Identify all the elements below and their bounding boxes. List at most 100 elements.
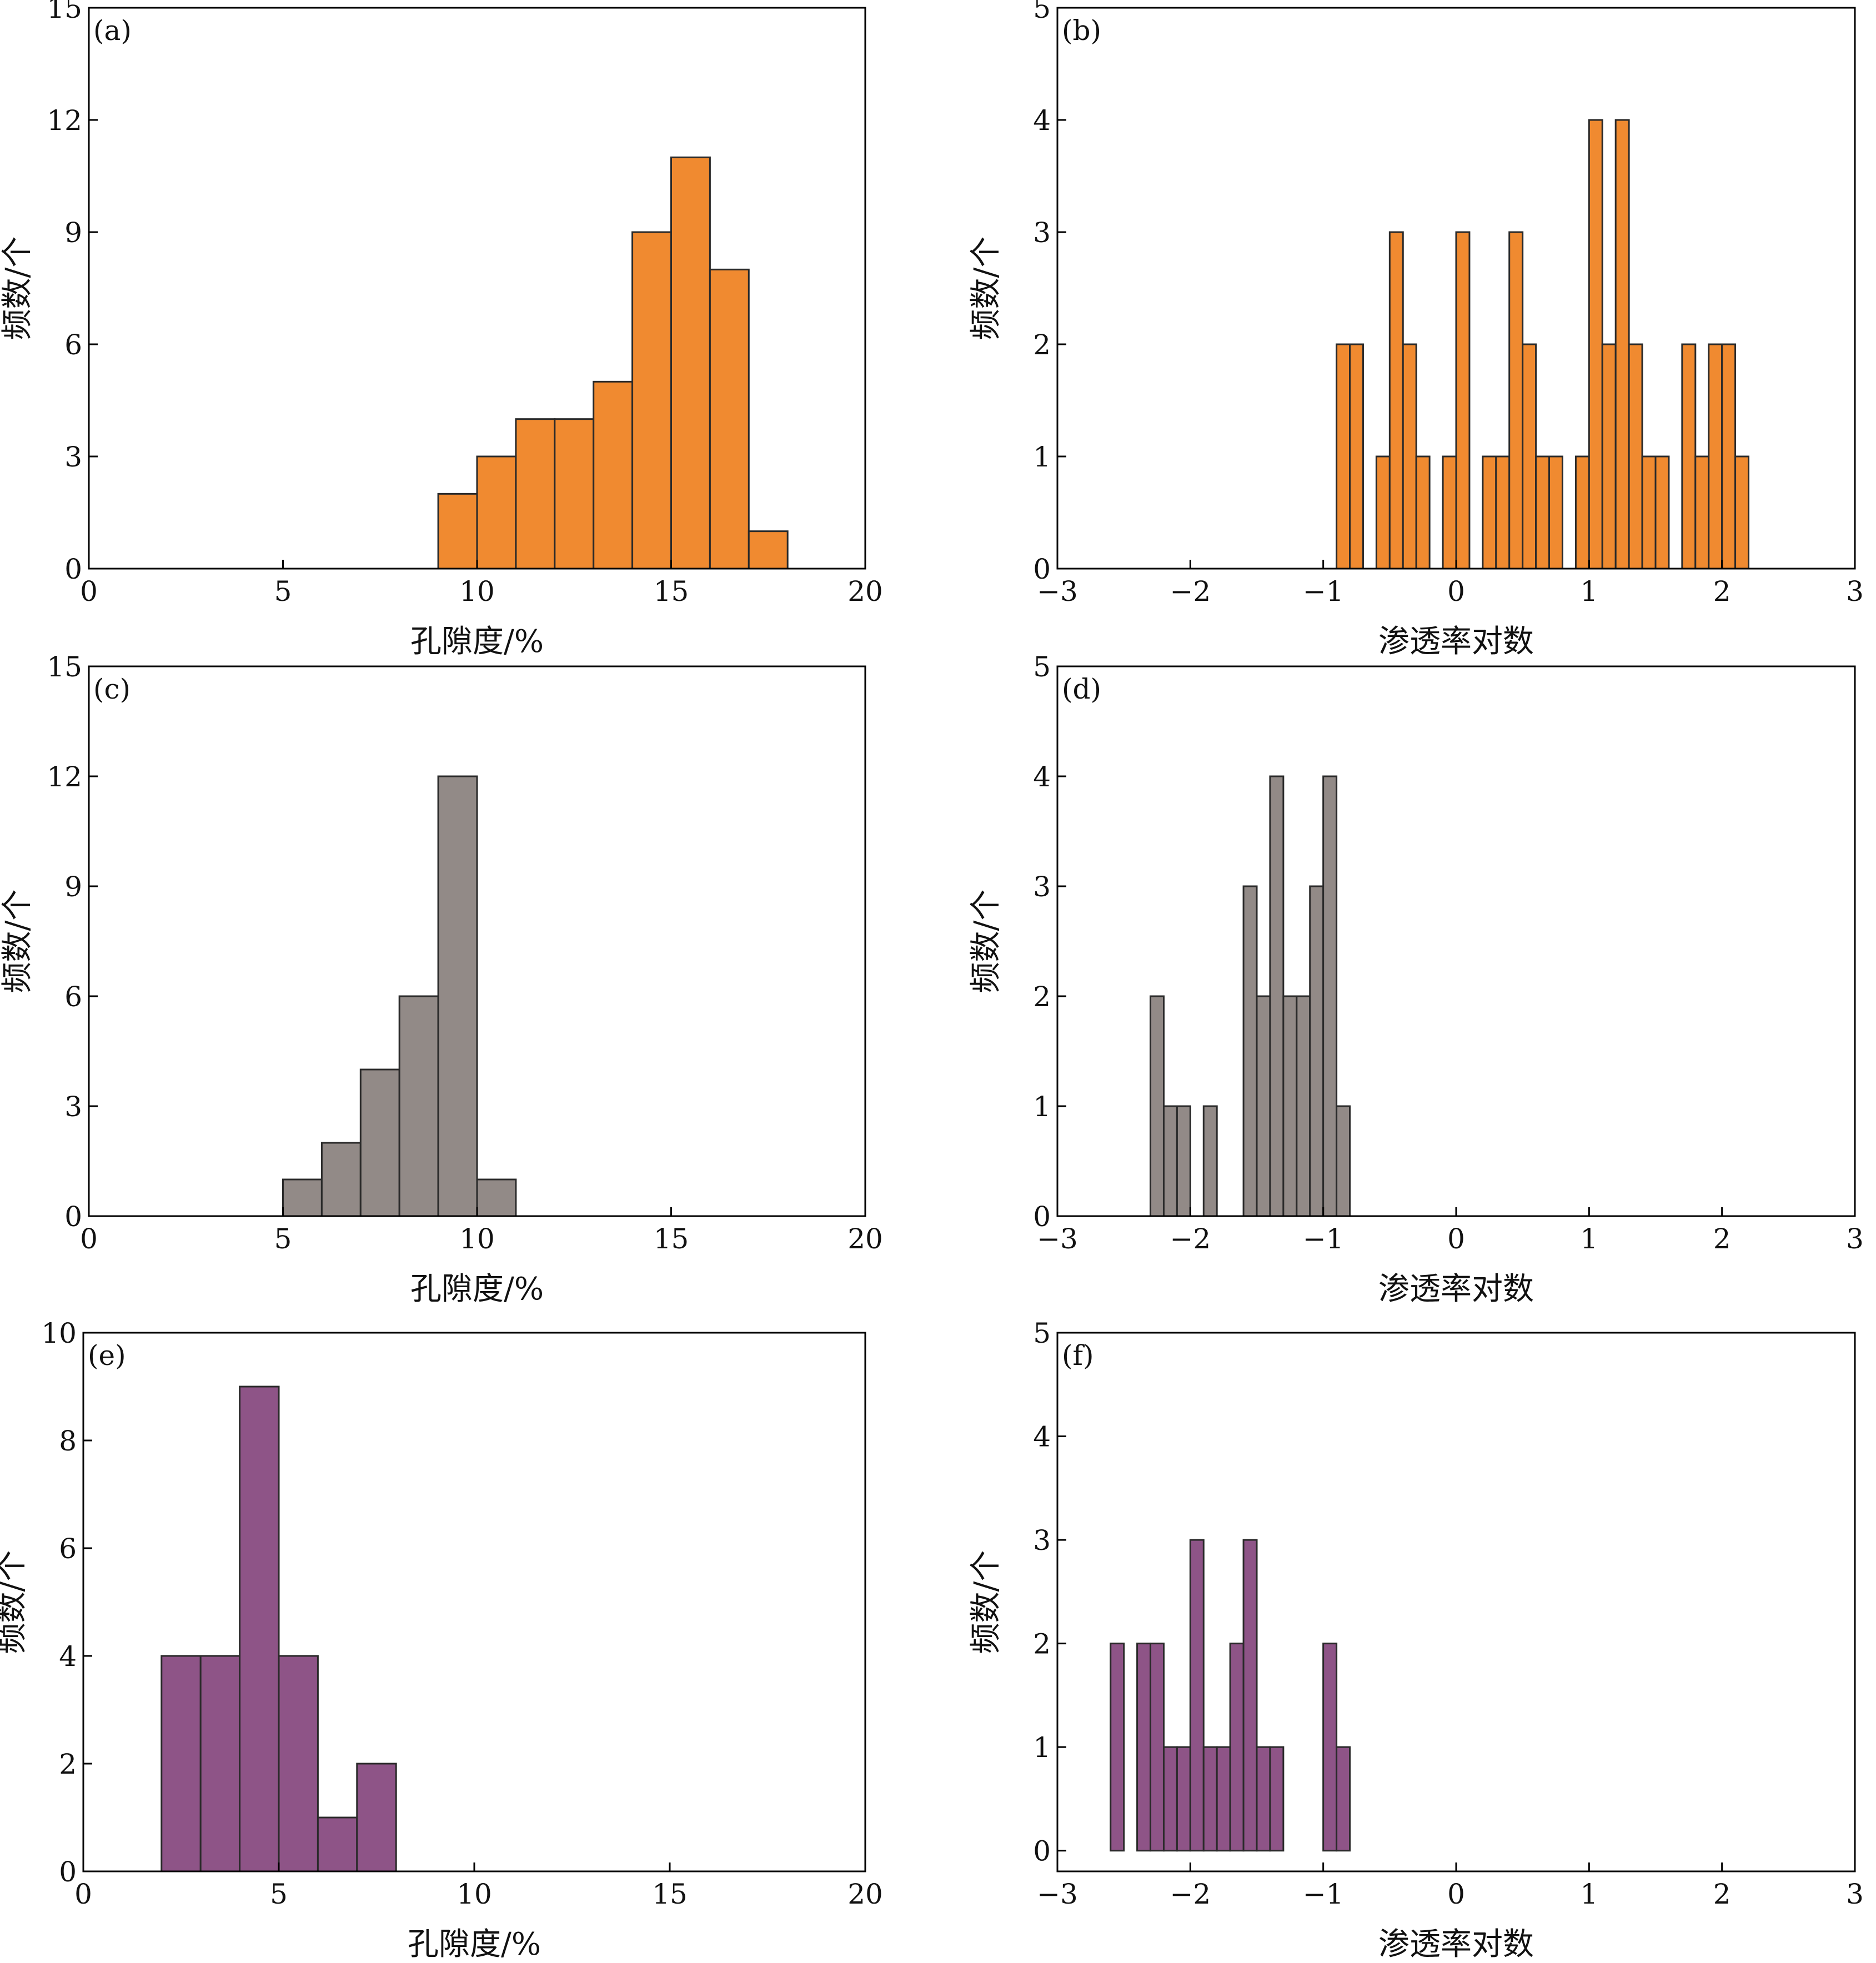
x-tick-label: 1: [1580, 575, 1598, 608]
x-tick-label: 20: [847, 1223, 883, 1255]
bars: [1150, 775, 1351, 1217]
histogram-bar: [1349, 343, 1364, 570]
x-tick-label: −3: [1037, 575, 1078, 608]
panel-label: (b): [1062, 14, 1101, 47]
y-tick-label: 4: [1033, 1421, 1051, 1453]
bars: [282, 775, 517, 1217]
panel-label: (a): [93, 14, 132, 47]
bars: [160, 1385, 397, 1872]
x-tick-label: −3: [1037, 1878, 1078, 1910]
y-tick-label: 9: [64, 217, 82, 249]
chart-panel: 0 5 10 15 20 0 3 6 9 12 15 (a) 孔隙度/% 频数/个: [0, 0, 883, 660]
panel-label: (c): [93, 673, 131, 705]
x-tick-label: −2: [1170, 1223, 1211, 1255]
histogram-bar: [593, 380, 634, 570]
histogram-bar: [748, 530, 789, 570]
y-tick-label: 0: [64, 1201, 82, 1233]
histogram-bar: [515, 418, 556, 570]
histogram-bar: [1415, 455, 1431, 570]
histogram-bar: [631, 231, 672, 570]
y-tick-label: 6: [64, 981, 82, 1013]
y-axis-title: 频数/个: [968, 890, 1004, 993]
histogram-bar: [1681, 343, 1697, 570]
histogram-bar: [1322, 775, 1338, 1217]
x-tick-label: −2: [1170, 1878, 1211, 1910]
chart-panel: 0 5 10 15 20 0 2 4 6 8 10 (e) 孔隙度/% 频数/个: [0, 1317, 883, 1962]
x-tick-label: 3: [1846, 1878, 1864, 1910]
panel-label: (e): [88, 1339, 126, 1372]
x-tick-label: −3: [1037, 1223, 1078, 1255]
x-tick-label: 5: [270, 1878, 288, 1910]
x-tick-label: 0: [80, 1223, 98, 1255]
histogram-bar: [1256, 1746, 1271, 1852]
histogram-bar: [1522, 343, 1537, 570]
chart-panel: −3 −2 −1 0 1 2 3 0 1 2 3 4 5 (b) 渗透率对数 频数/个: [968, 0, 1864, 660]
x-tick-label: 15: [652, 1878, 688, 1910]
histogram-bar: [1336, 1746, 1351, 1852]
y-tick-label: 2: [59, 1748, 77, 1780]
x-tick-label: −1: [1303, 1223, 1344, 1255]
histogram-bar: [1721, 343, 1737, 570]
histogram-bar: [1282, 995, 1298, 1217]
histogram-bar: [1256, 995, 1271, 1217]
x-tick-label: 10: [457, 1878, 492, 1910]
x-axis-title: 渗透率对数: [1378, 624, 1534, 660]
histogram-bar: [1202, 1105, 1218, 1217]
histogram-bar: [1375, 455, 1391, 570]
y-tick-label: 12: [47, 104, 82, 137]
histogram-bar: [1734, 455, 1750, 570]
x-tick-label: −1: [1303, 575, 1344, 608]
panel-label: (f): [1062, 1339, 1094, 1372]
x-tick-label: 1: [1580, 1878, 1598, 1910]
histogram-bar: [437, 775, 478, 1217]
histogram-bar: [476, 1178, 517, 1217]
bars: [1110, 1539, 1351, 1852]
histogram-bar: [1216, 1746, 1231, 1852]
x-tick-label: 5: [274, 1223, 292, 1255]
panel-label: (d): [1062, 673, 1101, 705]
histogram-bar: [1309, 885, 1325, 1217]
histogram-bar: [359, 1068, 400, 1217]
x-tick-label: 0: [74, 1878, 92, 1910]
histogram-bar: [1535, 455, 1551, 570]
y-tick-label: 9: [64, 871, 82, 903]
histogram-bar: [709, 268, 750, 570]
histogram-bar: [1162, 1105, 1178, 1217]
histogram-bar: [1336, 343, 1351, 570]
x-axis-title: 孔隙度/%: [408, 1926, 541, 1962]
x-tick-label: 0: [1447, 1878, 1465, 1910]
y-tick-label: 6: [64, 329, 82, 361]
y-tick-label: 3: [1033, 1524, 1051, 1557]
y-tick-label: 0: [1033, 553, 1051, 585]
x-tick-label: 15: [654, 575, 689, 608]
y-tick-label: 0: [1033, 1201, 1051, 1233]
histogram-bar: [1455, 231, 1471, 570]
x-tick-label: −1: [1303, 1878, 1344, 1910]
histogram-bar: [1242, 885, 1258, 1217]
histogram-bar: [1176, 1105, 1191, 1217]
y-tick-label: 15: [47, 651, 82, 683]
x-tick-label: −2: [1170, 575, 1211, 608]
y-tick-label: 1: [1033, 1091, 1051, 1123]
y-tick-label: 0: [64, 553, 82, 585]
histogram-bar: [1269, 775, 1285, 1217]
histogram-bar: [1628, 343, 1643, 570]
histogram-bar: [199, 1655, 241, 1872]
histogram-bar: [239, 1385, 280, 1872]
y-tick-label: 3: [64, 441, 82, 473]
y-tick-label: 3: [64, 1091, 82, 1123]
histogram-bar: [1242, 1539, 1258, 1852]
histogram-bar: [1694, 455, 1710, 570]
y-tick-label: 3: [1033, 871, 1051, 903]
histogram-bar: [1176, 1746, 1191, 1852]
x-axis-title: 渗透率对数: [1378, 1926, 1534, 1962]
x-tick-label: 3: [1846, 1223, 1864, 1255]
histogram-bar: [1150, 995, 1165, 1217]
x-tick-label: 0: [1447, 575, 1465, 608]
y-tick-label: 5: [1033, 0, 1051, 24]
histogram-bar: [1296, 995, 1311, 1217]
y-tick-label: 12: [47, 761, 82, 793]
histogram-bar: [1269, 1746, 1285, 1852]
y-axis-title: 频数/个: [0, 237, 36, 340]
